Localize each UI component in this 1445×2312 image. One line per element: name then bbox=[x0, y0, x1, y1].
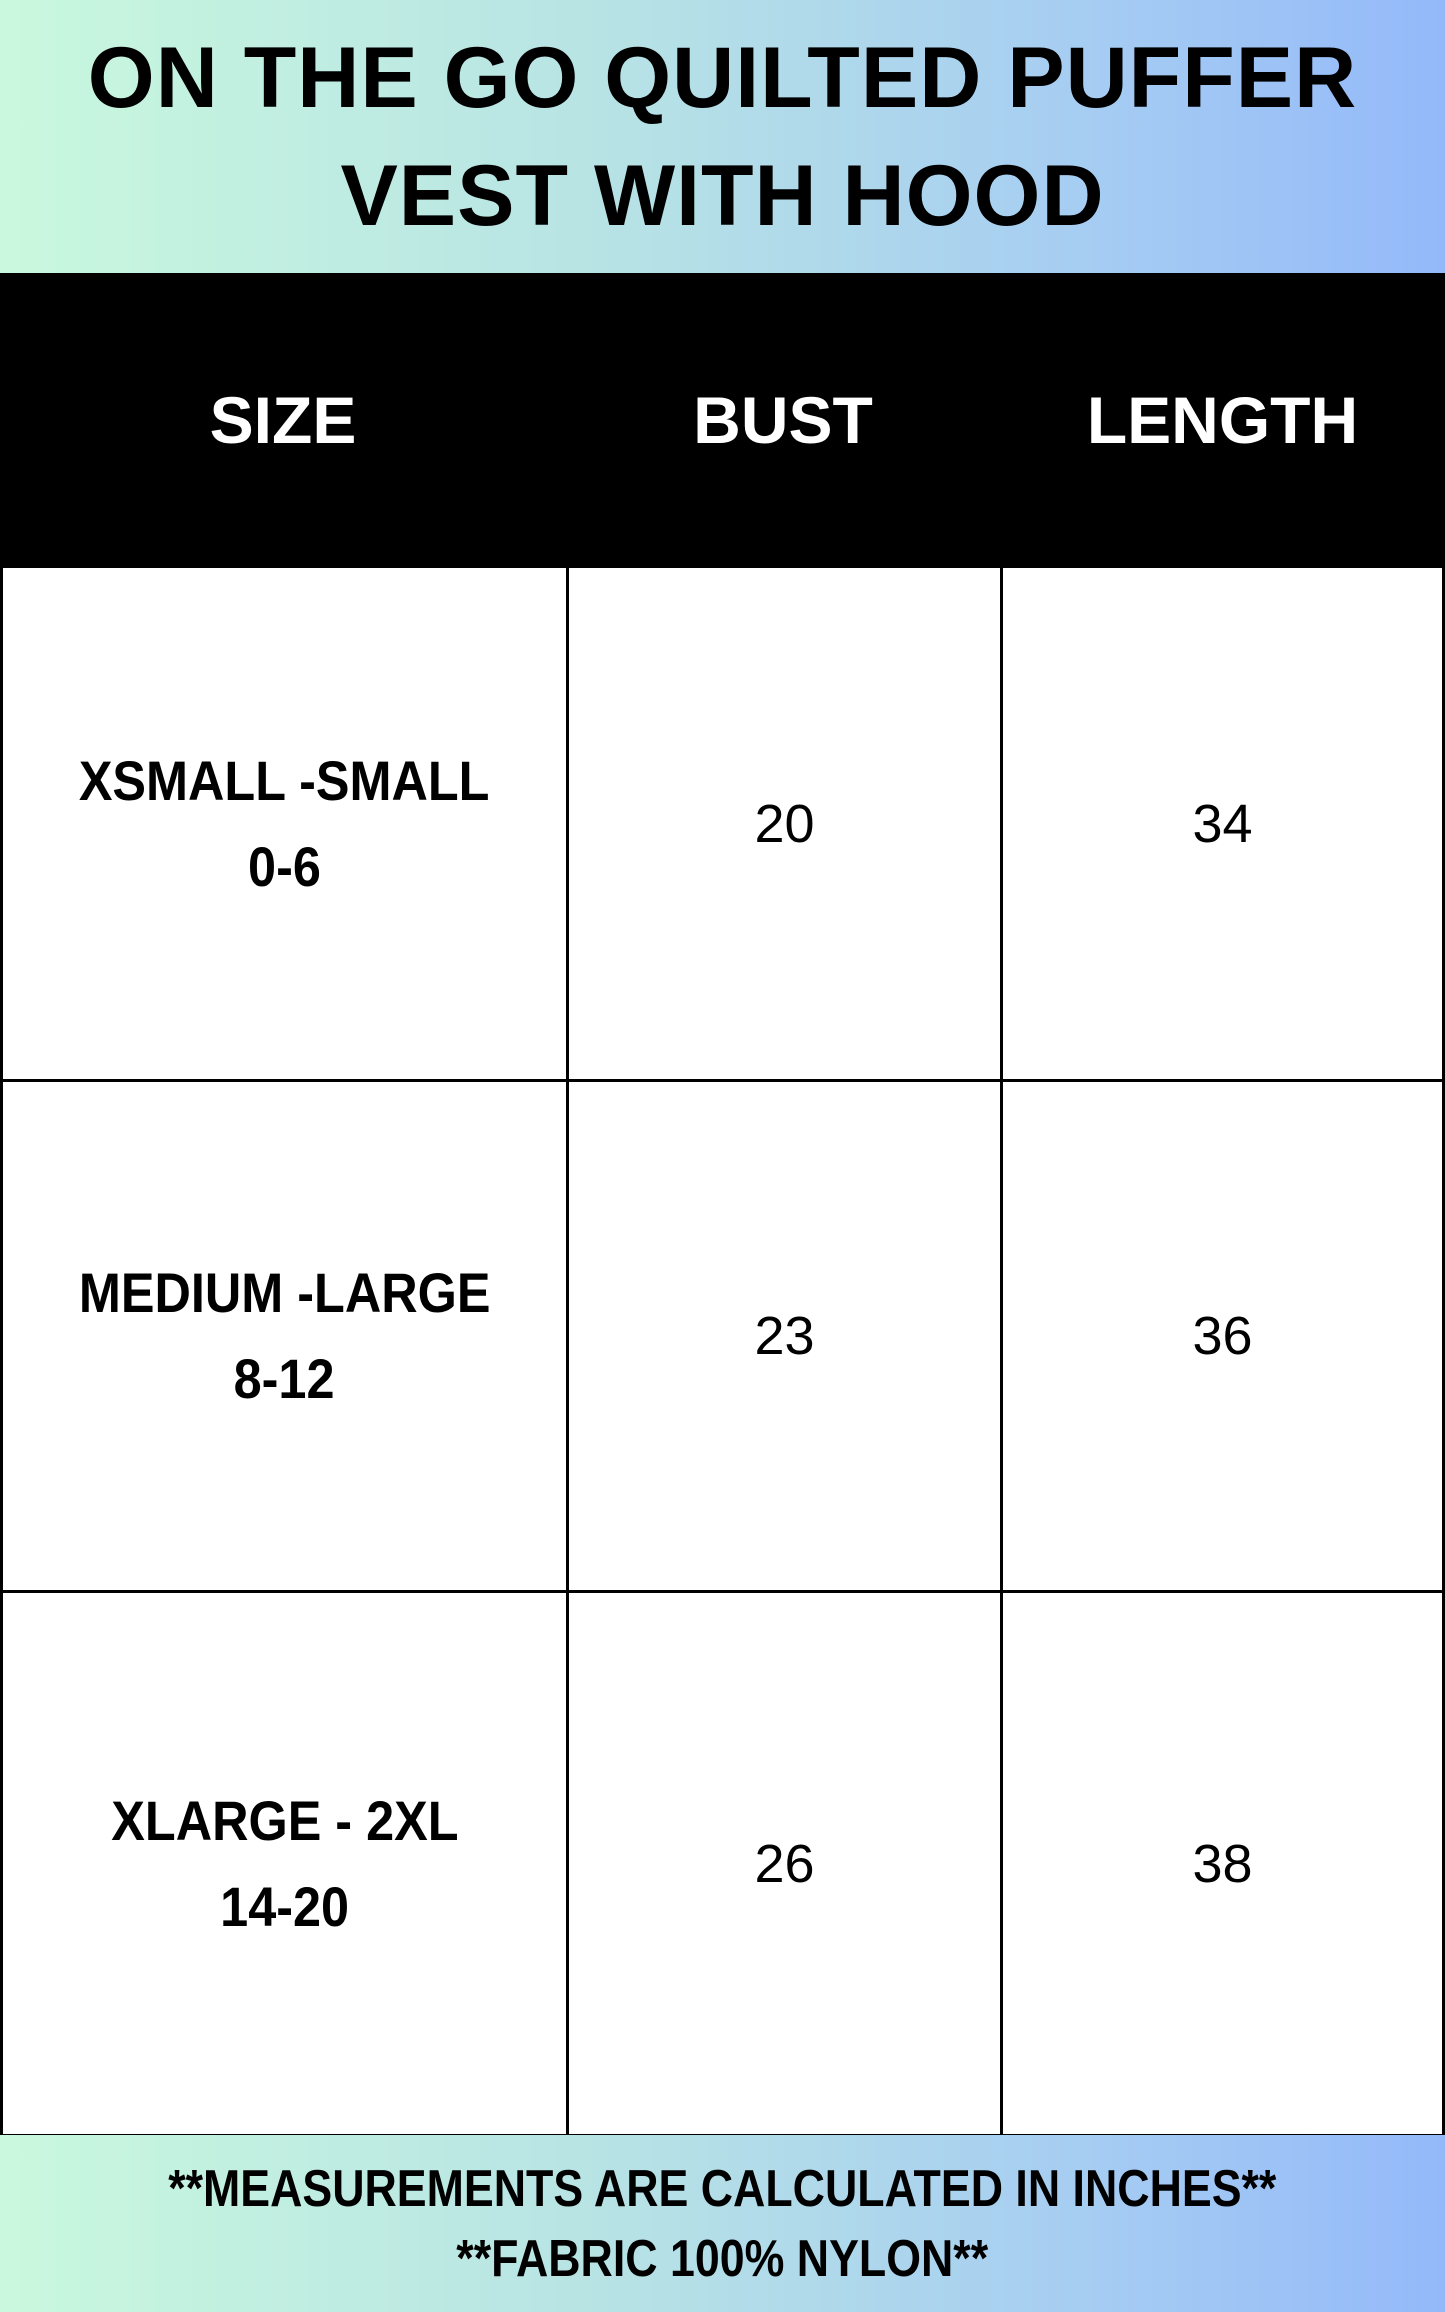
table-row: XSMALL -SMALL 0-6 20 34 bbox=[0, 565, 1445, 1082]
size-range: 8-12 bbox=[234, 1347, 335, 1410]
size-cell: XLARGE - 2XL 14-20 bbox=[0, 1590, 569, 2137]
table-row: XLARGE - 2XL 14-20 26 38 bbox=[0, 1590, 1445, 2137]
length-value: 34 bbox=[1192, 793, 1253, 854]
size-range: 0-6 bbox=[248, 834, 321, 898]
title-banner: ON THE GO QUILTED PUFFER VEST WITH HOOD bbox=[0, 0, 1445, 273]
fabric-note: **FABRIC 100% NYLON** bbox=[456, 2229, 989, 2288]
header-length: LENGTH bbox=[1086, 383, 1359, 457]
title-line-1: ON THE GO QUILTED PUFFER bbox=[87, 29, 1358, 126]
bust-cell: 26 bbox=[566, 1590, 1003, 2137]
bust-value: 20 bbox=[754, 793, 815, 854]
length-cell: 36 bbox=[1000, 1079, 1445, 1593]
length-value: 38 bbox=[1192, 1833, 1253, 1894]
footer-notes: **MEASUREMENTS ARE CALCULATED IN INCHES*… bbox=[0, 2135, 1445, 2312]
length-cell: 34 bbox=[1000, 565, 1445, 1082]
length-cell: 38 bbox=[1000, 1590, 1445, 2137]
bust-value: 23 bbox=[754, 1306, 815, 1366]
size-label: XLARGE - 2XL bbox=[110, 1788, 459, 1852]
bust-cell: 23 bbox=[566, 1079, 1003, 1593]
header-bust: BUST bbox=[693, 383, 873, 457]
measurement-note: **MEASUREMENTS ARE CALCULATED IN INCHES*… bbox=[168, 2159, 1277, 2218]
title-line-2: VEST WITH HOOD bbox=[340, 147, 1105, 244]
bust-value: 26 bbox=[754, 1833, 815, 1894]
length-value: 36 bbox=[1192, 1306, 1253, 1366]
size-label: XSMALL -SMALL bbox=[79, 748, 490, 812]
table-header: SIZE BUST LENGTH bbox=[0, 273, 1445, 567]
size-cell: MEDIUM -LARGE 8-12 bbox=[0, 1079, 569, 1593]
size-table: XSMALL -SMALL 0-6 20 34 MEDIUM -LARGE 8-… bbox=[0, 565, 1445, 2137]
bust-cell: 20 bbox=[566, 565, 1003, 1082]
size-cell: XSMALL -SMALL 0-6 bbox=[0, 565, 569, 1082]
header-size: SIZE bbox=[209, 383, 357, 457]
table-row: MEDIUM -LARGE 8-12 23 36 bbox=[0, 1079, 1445, 1593]
size-range: 14-20 bbox=[220, 1874, 349, 1938]
size-label: MEDIUM -LARGE bbox=[78, 1261, 491, 1324]
